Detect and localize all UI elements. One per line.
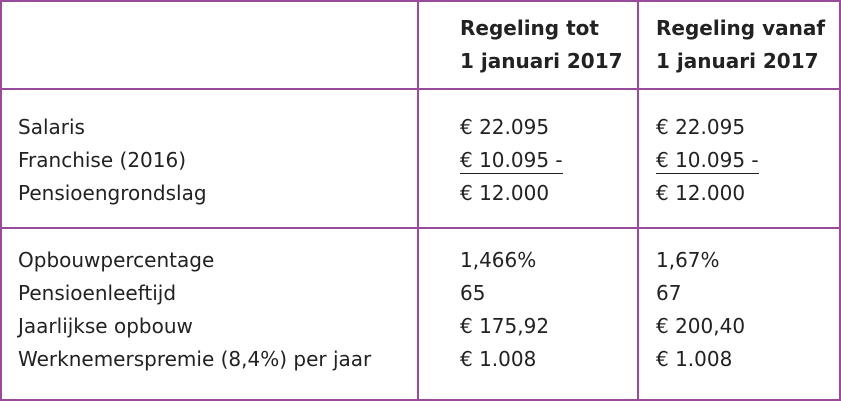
col2-opbouwpercentage: 1,67% — [656, 248, 720, 272]
header-col1: Regeling tot 1 januari 2017 — [460, 12, 623, 78]
col2-jaarlijkse-opbouw: € 200,40 — [656, 314, 746, 338]
label-salaris: Salaris — [18, 115, 85, 139]
col2-salaris: € 22.095 — [656, 115, 746, 139]
header-col2: Regeling vanaf 1 januari 2017 — [656, 12, 825, 78]
label-pensioenleeftijd: Pensioenleeftijd — [18, 281, 177, 305]
label-werknemerspremie: Werknemerspremie (8,4%) per jaar — [18, 347, 372, 371]
col1-pensioengrondslag: € 12.000 — [460, 181, 550, 205]
header-divider — [2, 88, 839, 90]
col1-pensioenleeftijd: 65 — [460, 281, 486, 305]
label-franchise: Franchise (2016) — [18, 148, 187, 172]
header-col1-line1: Regeling tot — [460, 16, 599, 40]
col2-werknemerspremie: € 1.008 — [656, 347, 733, 371]
header-col2-line1: Regeling vanaf — [656, 16, 826, 40]
col1-opbouwpercentage: 1,466% — [460, 248, 537, 272]
label-pensioengrondslag: Pensioengrondslag — [18, 181, 207, 205]
column-divider-1 — [417, 2, 419, 399]
header-col1-line2: 1 januari 2017 — [460, 49, 623, 73]
col2-franchise: € 10.095 - — [656, 144, 759, 177]
col1-franchise: € 10.095 - — [460, 144, 563, 177]
col2-pensioengrondslag: € 12.000 — [656, 181, 746, 205]
col1-salaris: € 22.095 — [460, 115, 550, 139]
label-opbouwpercentage: Opbouwpercentage — [18, 248, 215, 272]
col2-pensioenleeftijd: 67 — [656, 281, 682, 305]
header-col2-line2: 1 januari 2017 — [656, 49, 819, 73]
label-jaarlijkse-opbouw: Jaarlijkse opbouw — [18, 314, 193, 338]
section-divider — [2, 227, 839, 229]
col2-franchise-value: € 10.095 - — [656, 148, 759, 174]
col1-jaarlijkse-opbouw: € 175,92 — [460, 314, 550, 338]
col1-franchise-value: € 10.095 - — [460, 148, 563, 174]
column-divider-2 — [637, 2, 639, 399]
col1-werknemerspremie: € 1.008 — [460, 347, 537, 371]
